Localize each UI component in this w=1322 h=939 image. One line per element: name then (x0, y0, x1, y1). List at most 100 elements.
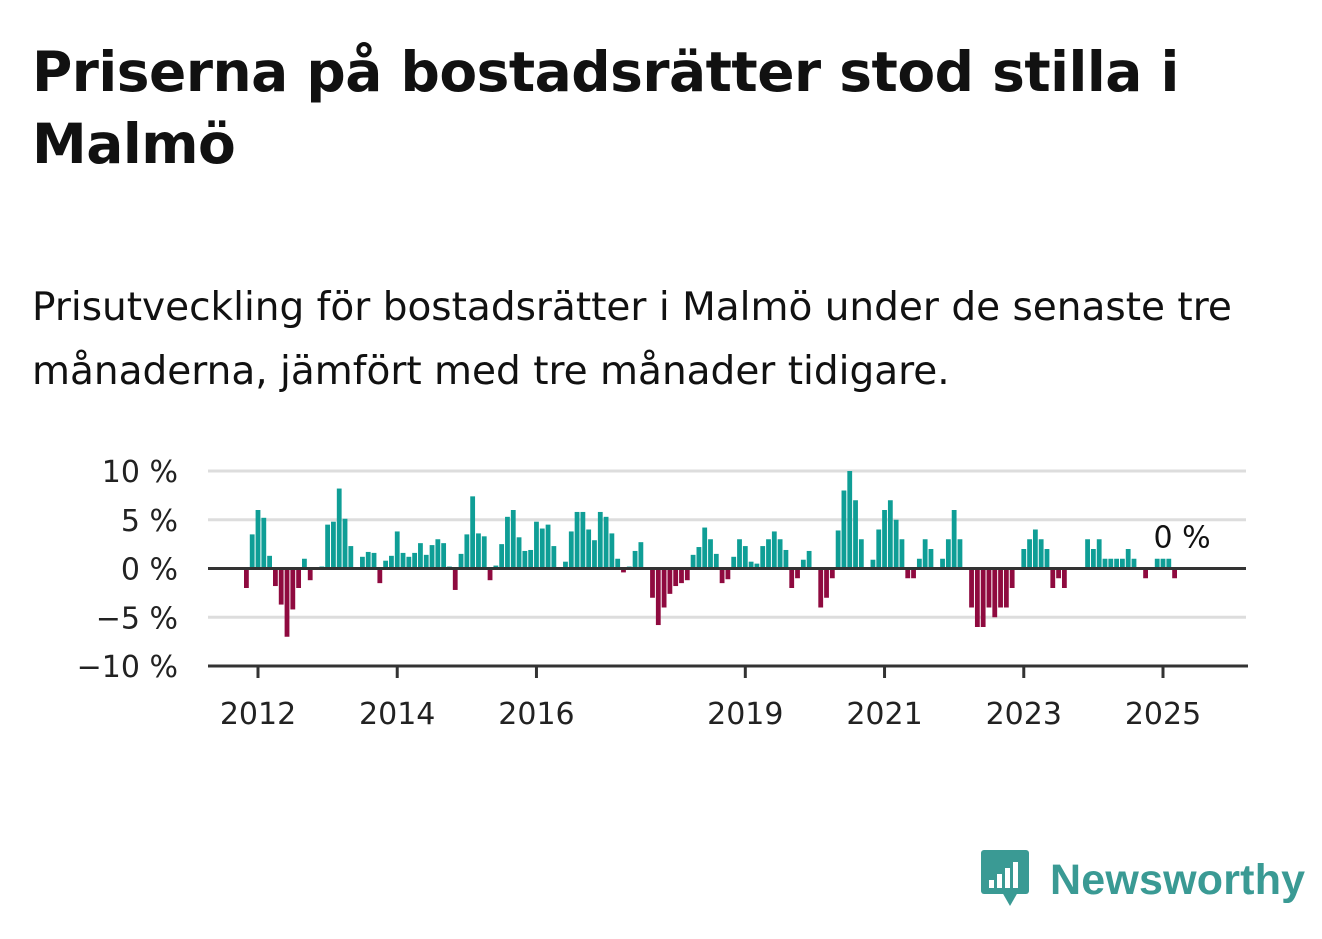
bar (603, 516, 609, 569)
bar (951, 510, 957, 569)
bar (731, 556, 737, 569)
bar (331, 521, 336, 569)
bar (284, 568, 290, 637)
bar (418, 543, 423, 569)
bar (563, 561, 568, 569)
bar (377, 568, 383, 584)
bar (957, 539, 963, 569)
bar (1044, 549, 1050, 569)
bar (742, 546, 748, 569)
bar (621, 568, 626, 573)
bar (505, 516, 510, 569)
x-tick-label: 2016 (498, 697, 574, 732)
bar (1166, 558, 1172, 569)
bar (1154, 558, 1160, 569)
bar (853, 500, 858, 569)
bar (348, 546, 354, 569)
bar (661, 568, 667, 608)
bar (638, 542, 644, 569)
bar (1027, 539, 1032, 569)
bar (1125, 549, 1131, 569)
bar (278, 568, 284, 605)
bar (545, 524, 551, 569)
bar (597, 511, 603, 569)
last-value-label: 0 % (1153, 521, 1210, 556)
bar (754, 563, 760, 569)
bar (824, 568, 829, 598)
bar (1114, 558, 1119, 569)
y-tick-label: 5 % (121, 504, 178, 539)
bar (325, 524, 331, 569)
bar (766, 539, 771, 569)
x-axis: 2012 2014 2016 2019 2021 2023 2025 (208, 567, 1248, 732)
bar (394, 531, 400, 569)
bar (882, 510, 887, 569)
bar (795, 568, 800, 579)
bar (899, 539, 905, 569)
bar (290, 568, 296, 610)
bar (748, 561, 754, 569)
bar (858, 539, 864, 569)
bar-chart-speech-bubble-icon (980, 848, 1038, 912)
bar (725, 568, 731, 580)
bar (510, 510, 516, 569)
y-tick-label: −5 % (96, 601, 178, 636)
bar (487, 568, 493, 581)
bar (412, 552, 418, 569)
bar (760, 546, 766, 569)
bar (992, 568, 998, 618)
bar (829, 568, 835, 579)
bar (1050, 568, 1056, 588)
bar (673, 568, 679, 587)
bar (1009, 568, 1015, 588)
bar (702, 527, 708, 569)
bar (922, 539, 928, 569)
bar (632, 550, 638, 569)
bar (609, 533, 615, 569)
x-tick-label: 2019 (707, 697, 783, 732)
bar (974, 568, 980, 627)
bar (458, 553, 464, 569)
bar (777, 539, 783, 569)
bar (818, 568, 824, 608)
newsworthy-brand: Newsworthy (980, 848, 1305, 912)
bar (905, 568, 911, 579)
bar (249, 534, 255, 569)
bar (302, 558, 307, 569)
bar (406, 556, 412, 569)
bar (1102, 558, 1108, 569)
bar (928, 549, 934, 569)
bar (655, 568, 661, 626)
bar (244, 568, 249, 588)
bar (464, 534, 470, 569)
bar (998, 568, 1003, 608)
bar (481, 536, 487, 569)
x-tick-label: 2021 (846, 697, 922, 732)
bar (696, 547, 702, 569)
bar (690, 554, 696, 569)
bar (429, 545, 435, 569)
bar (522, 550, 528, 569)
bar (1085, 539, 1090, 569)
bar (771, 531, 777, 569)
bar (435, 539, 441, 569)
x-tick-label: 2012 (220, 697, 296, 732)
bar (400, 552, 406, 569)
chart-title: Priserna på bostadsrätter stod stilla i … (32, 40, 1179, 176)
bar (969, 568, 974, 608)
bar (986, 568, 992, 608)
bar (679, 568, 684, 584)
y-tick-label: 10 % (102, 455, 178, 490)
bar (876, 529, 882, 569)
bar (916, 558, 922, 569)
y-tick-label: −10 % (77, 650, 178, 685)
bar (789, 568, 795, 588)
bar (800, 559, 806, 569)
bar (267, 555, 272, 569)
bar (528, 549, 534, 569)
y-axis-labels: 10 % 5 % 0 % −5 % −10 % (77, 455, 178, 685)
bar (551, 546, 557, 569)
bar (296, 568, 302, 588)
bar (499, 544, 505, 569)
bar (307, 568, 313, 581)
